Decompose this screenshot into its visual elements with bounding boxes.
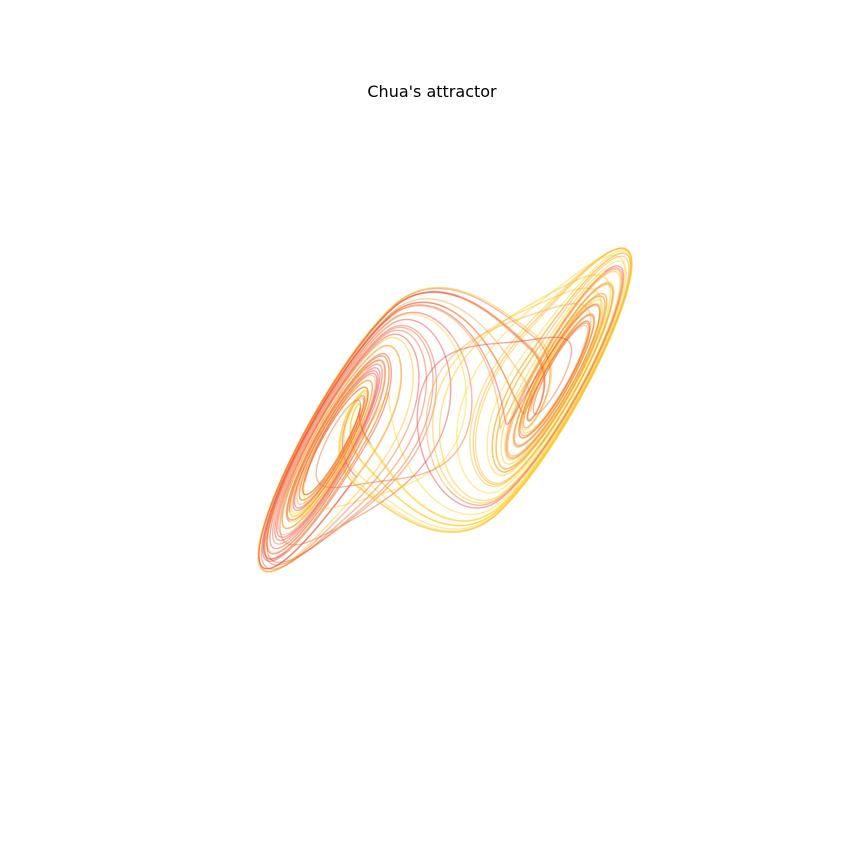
trajectory-segment (298, 367, 596, 527)
trajectory-segment (500, 271, 604, 465)
trajectory-segment (257, 286, 553, 573)
trajectory-segment (438, 270, 621, 502)
trajectory-segment (446, 267, 623, 506)
trajectory-segment (282, 301, 591, 484)
trajectory-segment (338, 247, 633, 533)
trajectory-segment (495, 255, 630, 470)
trajectory-segment (258, 290, 546, 570)
trajectory-segment (285, 354, 391, 552)
trajectory-segment (292, 367, 381, 512)
trajectory-segment (276, 333, 420, 538)
trajectory-segment (324, 252, 632, 527)
chart-title: Chua's attractor (367, 82, 497, 101)
trajectory-segment (447, 307, 591, 439)
trajectory-segment (491, 252, 632, 473)
trajectory-segment (266, 313, 467, 554)
trajectory-segment (458, 296, 595, 446)
trajectory-segment (301, 405, 557, 522)
trajectory-segment (343, 249, 633, 530)
trajectory-segment (389, 295, 606, 470)
trajectory-segment (506, 268, 623, 458)
trajectory-segment (425, 275, 604, 488)
trajectory-segment (504, 271, 606, 461)
trajectory-segment (266, 311, 452, 555)
trajectory-segment (491, 292, 608, 473)
trajectory-segment (266, 324, 438, 564)
trajectory-segment (328, 298, 589, 412)
trajectory-segment (519, 322, 590, 437)
trajectory-segment (416, 265, 625, 509)
trajectory-segment (495, 342, 542, 469)
trajectory-segment (263, 303, 600, 560)
trajectory-segment (281, 345, 402, 529)
trajectory-segment (289, 260, 627, 523)
trajectory-segment (289, 360, 386, 517)
trajectory-segment (264, 326, 434, 566)
trajectory-segment (513, 282, 614, 448)
trajectory-segment (281, 353, 373, 530)
trajectory-segment (269, 318, 452, 550)
trajectory-segment (258, 291, 553, 570)
trajectory-segment (277, 339, 385, 536)
trajectory-segment (290, 369, 484, 532)
trajectory-segment (469, 248, 632, 525)
trajectory-segment (288, 267, 633, 534)
trajectory-segment (258, 287, 551, 573)
trajectory-segment (431, 287, 602, 504)
trajectory-segment (474, 247, 633, 484)
trajectory-segment (274, 370, 379, 542)
trajectory-segment (263, 316, 391, 560)
trajectory-segment (302, 386, 372, 498)
trajectory-segment (260, 291, 459, 570)
trajectory-segment (261, 301, 448, 562)
trajectory-segment (370, 254, 626, 522)
trajectory-segment (512, 283, 603, 448)
trajectory-segment (315, 334, 473, 490)
